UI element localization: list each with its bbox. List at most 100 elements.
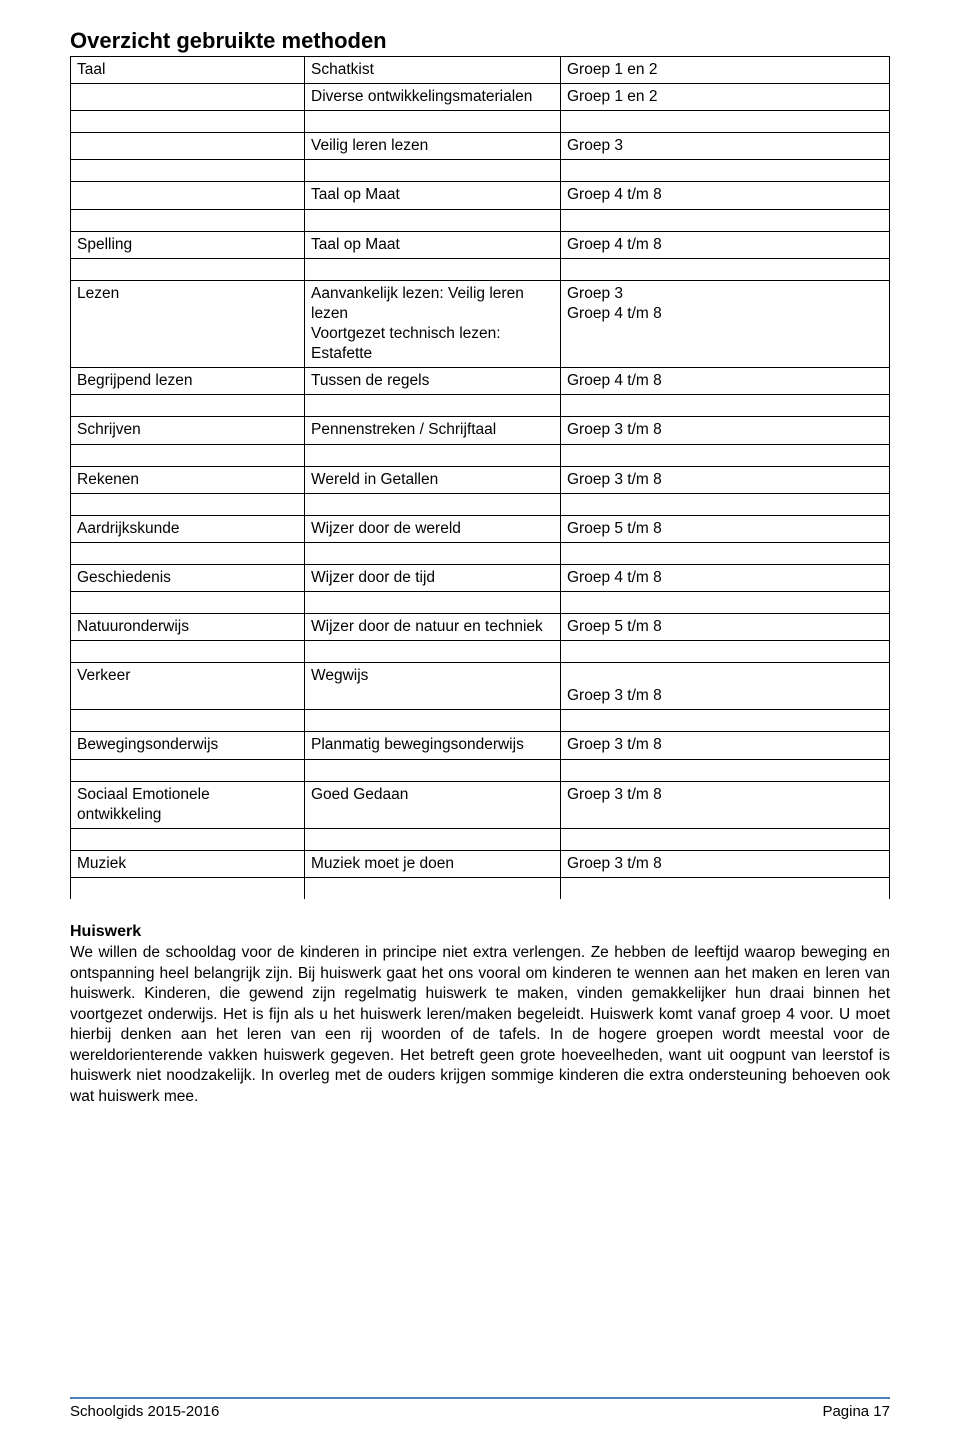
gap-cell	[561, 591, 890, 613]
gap-cell	[71, 493, 305, 515]
table-cell: Muziek	[71, 850, 305, 877]
gap-cell	[305, 877, 561, 899]
gap-cell	[561, 444, 890, 466]
table-row	[71, 493, 890, 515]
table-cell: Groep 3 t/m 8	[561, 663, 890, 710]
table-cell: Taal op Maat	[305, 182, 561, 209]
footer-left: Schoolgids 2015-2016	[70, 1403, 219, 1420]
gap-cell	[561, 111, 890, 133]
table-cell: Verkeer	[71, 663, 305, 710]
gap-cell	[305, 828, 561, 850]
table-row: Begrijpend lezenTussen de regelsGroep 4 …	[71, 368, 890, 395]
table-row	[71, 160, 890, 182]
table-row: SchrijvenPennenstreken / SchrijftaalGroe…	[71, 417, 890, 444]
table-cell: Planmatig bewegingsonderwijs	[305, 732, 561, 759]
table-row	[71, 877, 890, 899]
page-footer: Schoolgids 2015-2016 Pagina 17	[70, 1397, 890, 1420]
table-cell: Taal op Maat	[305, 231, 561, 258]
table-row	[71, 209, 890, 231]
huiswerk-body: We willen de schooldag voor de kinderen …	[70, 943, 890, 1107]
table-cell: Wijzer door de tijd	[305, 564, 561, 591]
gap-cell	[71, 160, 305, 182]
gap-cell	[561, 759, 890, 781]
table-row	[71, 111, 890, 133]
table-row: Veilig leren lezenGroep 3	[71, 133, 890, 160]
table-cell: Groep 5 t/m 8	[561, 613, 890, 640]
gap-cell	[71, 828, 305, 850]
gap-cell	[561, 395, 890, 417]
table-cell: Aardrijkskunde	[71, 515, 305, 542]
table-row	[71, 444, 890, 466]
table-cell: Muziek moet je doen	[305, 850, 561, 877]
table-cell: Groep 3 t/m 8	[561, 781, 890, 828]
methods-table: TaalSchatkistGroep 1 en 2Diverse ontwikk…	[70, 56, 890, 899]
table-cell: Natuuronderwijs	[71, 613, 305, 640]
gap-cell	[305, 493, 561, 515]
gap-cell	[305, 641, 561, 663]
gap-cell	[305, 444, 561, 466]
table-cell: Groep 3 t/m 8	[561, 850, 890, 877]
gap-cell	[305, 710, 561, 732]
table-row	[71, 641, 890, 663]
gap-cell	[71, 395, 305, 417]
table-cell	[71, 133, 305, 160]
table-row	[71, 710, 890, 732]
gap-cell	[71, 209, 305, 231]
table-row: MuziekMuziek moet je doenGroep 3 t/m 8	[71, 850, 890, 877]
page-content: Overzicht gebruikte methoden TaalSchatki…	[0, 0, 960, 1107]
table-row	[71, 542, 890, 564]
table-cell: Pennenstreken / Schrijftaal	[305, 417, 561, 444]
table-cell: Groep 3	[561, 133, 890, 160]
gap-cell	[561, 258, 890, 280]
table-cell: Tussen de regels	[305, 368, 561, 395]
table-cell: Groep 4 t/m 8	[561, 182, 890, 209]
table-row	[71, 828, 890, 850]
gap-cell	[305, 111, 561, 133]
table-cell: Groep 4 t/m 8	[561, 564, 890, 591]
table-row: RekenenWereld in GetallenGroep 3 t/m 8	[71, 466, 890, 493]
gap-cell	[305, 542, 561, 564]
table-cell: Lezen	[71, 280, 305, 368]
gap-cell	[71, 759, 305, 781]
gap-cell	[305, 759, 561, 781]
table-row: AardrijkskundeWijzer door de wereldGroep…	[71, 515, 890, 542]
table-cell: Wijzer door de wereld	[305, 515, 561, 542]
gap-cell	[71, 542, 305, 564]
table-cell: Groep 3 t/m 8	[561, 417, 890, 444]
gap-cell	[71, 111, 305, 133]
gap-cell	[71, 641, 305, 663]
table-cell: Groep 5 t/m 8	[561, 515, 890, 542]
table-cell: Wereld in Getallen	[305, 466, 561, 493]
table-cell: Groep 4 t/m 8	[561, 231, 890, 258]
table-row	[71, 759, 890, 781]
table-cell: Veilig leren lezen	[305, 133, 561, 160]
gap-cell	[305, 160, 561, 182]
table-cell: Schrijven	[71, 417, 305, 444]
table-row: BewegingsonderwijsPlanmatig bewegingsond…	[71, 732, 890, 759]
table-cell: Schatkist	[305, 57, 561, 84]
table-cell: Goed Gedaan	[305, 781, 561, 828]
table-row: Taal op MaatGroep 4 t/m 8	[71, 182, 890, 209]
table-row: TaalSchatkistGroep 1 en 2	[71, 57, 890, 84]
gap-cell	[305, 258, 561, 280]
table-row: LezenAanvankelijk lezen: Veilig leren le…	[71, 280, 890, 368]
table-cell: Spelling	[71, 231, 305, 258]
table-cell: Groep 1 en 2	[561, 84, 890, 111]
table-row: VerkeerWegwijsGroep 3 t/m 8	[71, 663, 890, 710]
table-cell: Bewegingsonderwijs	[71, 732, 305, 759]
table-cell: Rekenen	[71, 466, 305, 493]
table-cell: Groep 3 t/m 8	[561, 732, 890, 759]
gap-cell	[561, 160, 890, 182]
gap-cell	[71, 258, 305, 280]
table-cell: Geschiedenis	[71, 564, 305, 591]
section-title: Overzicht gebruikte methoden	[70, 28, 890, 54]
table-row	[71, 258, 890, 280]
table-row	[71, 395, 890, 417]
table-cell: Diverse ontwikkelingsmaterialen	[305, 84, 561, 111]
table-cell	[71, 182, 305, 209]
gap-cell	[305, 591, 561, 613]
gap-cell	[561, 209, 890, 231]
table-row: GeschiedenisWijzer door de tijdGroep 4 t…	[71, 564, 890, 591]
table-cell: Wijzer door de natuur en techniek	[305, 613, 561, 640]
table-row	[71, 591, 890, 613]
